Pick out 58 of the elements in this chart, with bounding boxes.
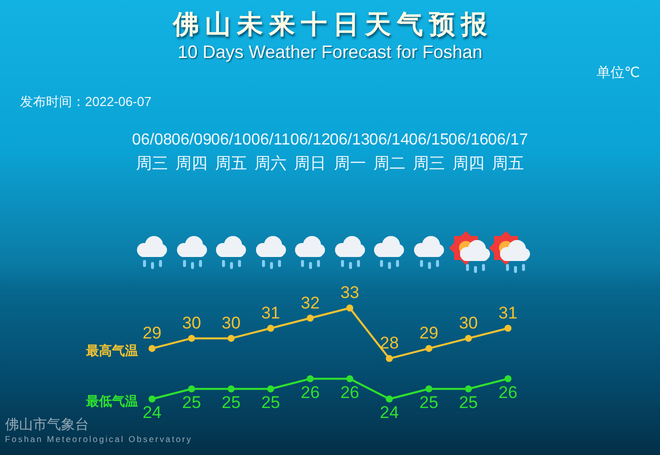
x-tick-label: 06/16 周四 xyxy=(448,131,489,172)
data-label: 25 xyxy=(222,393,241,412)
point xyxy=(228,385,235,392)
point xyxy=(464,334,472,342)
point xyxy=(228,334,235,342)
point xyxy=(306,314,314,322)
data-label: 26 xyxy=(300,382,320,402)
data-label: 33 xyxy=(340,283,360,302)
x-tick-label: 06/10 周五 xyxy=(211,131,252,172)
data-label: 29 xyxy=(419,324,438,343)
data-label: 29 xyxy=(142,324,162,343)
x-tick-label: 06/12 周日 xyxy=(290,131,330,172)
data-label: 26 xyxy=(498,382,518,402)
data-label: 25 xyxy=(419,393,438,412)
point xyxy=(386,396,393,402)
text: 佛山市气象台 xyxy=(5,416,89,434)
x-tick-label: 06/08 周三 xyxy=(132,131,172,172)
x-tick-label: 06/11 周六 xyxy=(251,131,290,172)
point xyxy=(425,385,432,392)
point xyxy=(148,344,156,352)
point xyxy=(346,375,354,382)
text: Foshan Meteorological Observatory xyxy=(5,434,192,444)
data-label: 28 xyxy=(380,334,399,353)
series-label: 最低气温 xyxy=(85,394,138,409)
data-label: 25 xyxy=(182,393,202,412)
data-label: 31 xyxy=(498,303,518,322)
point xyxy=(188,334,196,342)
x-tick-label: 06/17 周五 xyxy=(488,131,528,172)
data-label: 30 xyxy=(458,314,478,333)
data-label: 30 xyxy=(182,314,202,333)
point xyxy=(188,385,196,392)
chart-title: 佛山未来十日天气预报 xyxy=(171,8,494,41)
x-tick-label: 06/14 周二 xyxy=(369,131,410,172)
data-label: 24 xyxy=(142,403,162,422)
x-tick-label: 06/09 周四 xyxy=(172,131,212,172)
point xyxy=(464,385,472,392)
point xyxy=(267,385,274,392)
point xyxy=(267,324,274,332)
data-label: 24 xyxy=(380,403,399,422)
point xyxy=(306,375,314,382)
series-label: 最高气温 xyxy=(85,343,138,358)
point xyxy=(346,304,354,312)
data-label: 26 xyxy=(340,382,360,402)
data-label: 32 xyxy=(300,293,320,312)
point xyxy=(386,355,393,362)
x-tick-label: 06/15 周三 xyxy=(408,131,449,172)
text: 单位℃ xyxy=(596,64,640,82)
data-label: 30 xyxy=(222,314,241,333)
data-label: 31 xyxy=(261,303,280,322)
point xyxy=(148,396,156,402)
text: 发布时间：2022-06-07 xyxy=(20,93,152,111)
data-label: 25 xyxy=(458,393,478,412)
chart-subtitle: 10 Days Weather Forecast for Foshan xyxy=(176,42,484,63)
point xyxy=(425,344,432,352)
point xyxy=(504,375,512,382)
data-label: 25 xyxy=(261,393,280,412)
x-tick-label: 06/13 周一 xyxy=(330,131,370,172)
point xyxy=(504,324,512,332)
